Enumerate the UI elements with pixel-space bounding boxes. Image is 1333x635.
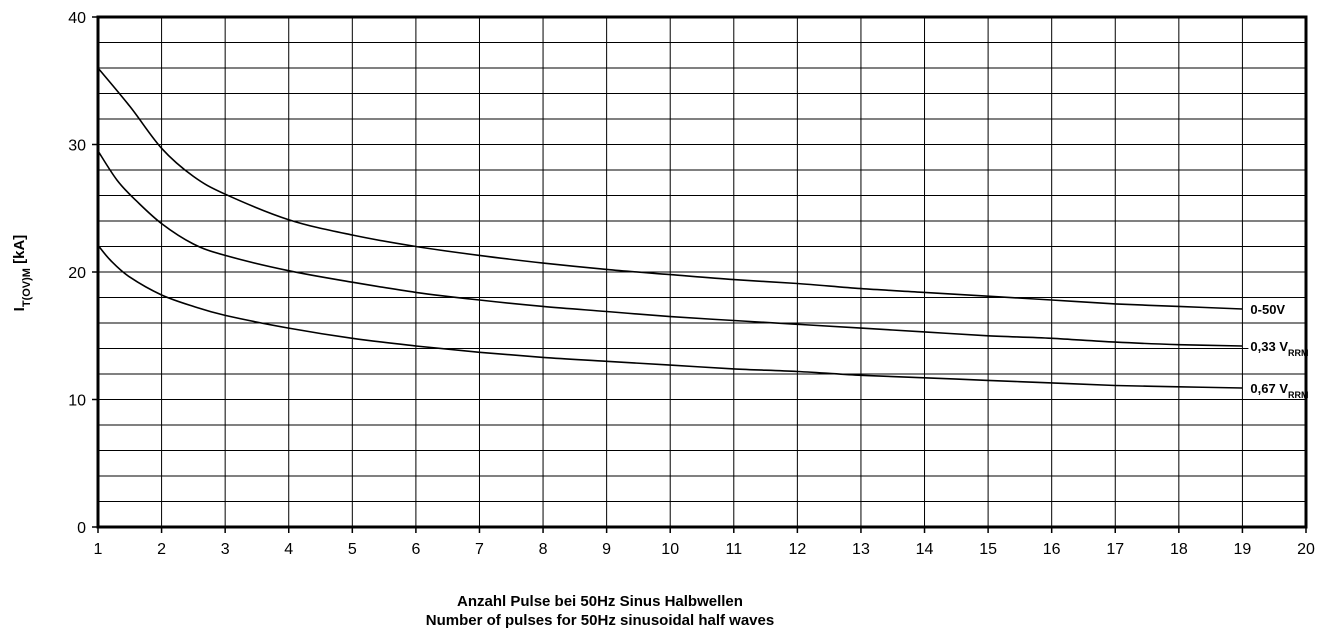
curve-series-2 <box>97 150 1243 347</box>
x-tick-label: 2 <box>157 541 166 558</box>
curve-label-main: 0-50V <box>1250 302 1285 317</box>
curve-label-background <box>1248 377 1333 398</box>
grid <box>98 17 1306 527</box>
x-tick-label: 16 <box>1043 541 1061 558</box>
y-axis-label-sub: T(OV)M <box>21 268 33 307</box>
x-tick-label: 8 <box>539 541 548 558</box>
y-tick-label: 20 <box>68 265 86 282</box>
x-tick-label: 20 <box>1297 541 1315 558</box>
x-tick-label: 4 <box>284 541 293 558</box>
x-tick-label: 7 <box>475 541 484 558</box>
x-tick-label: 5 <box>348 541 357 558</box>
x-tick-labels: 1 2 3 4 5 6 7 8 9 10 11 12 13 14 15 16 17 18 19 20 <box>94 527 1315 558</box>
curve-label-main: 0,67 V <box>1250 381 1288 396</box>
x-tick-label: 13 <box>852 541 870 558</box>
y-axis-label-unit: [kA] <box>11 235 28 268</box>
curve-label-background <box>1248 297 1307 318</box>
curve-series-3 <box>97 244 1243 389</box>
x-axis-label-line-1: Anzahl Pulse bei 50Hz Sinus Halbwellen <box>457 593 743 610</box>
y-tick-label: 0 <box>77 520 86 537</box>
y-tick-label: 10 <box>68 393 86 410</box>
curve-label-background <box>1248 334 1333 355</box>
curve-label-2: 0,33 VRRM <box>1250 339 1308 358</box>
x-tick-label: 15 <box>979 541 997 558</box>
x-tick-label: 10 <box>661 541 679 558</box>
y-axis-label: IT(OV)M [kA] <box>11 235 33 312</box>
curve-series-1 <box>97 67 1243 310</box>
y-tick-labels: 0 10 20 30 40 <box>68 10 98 537</box>
curve-label-sub: RRM <box>1288 390 1309 400</box>
x-tick-label: 18 <box>1170 541 1188 558</box>
x-tick-label: 3 <box>221 541 230 558</box>
x-tick-label: 19 <box>1234 541 1252 558</box>
x-tick-label: 17 <box>1106 541 1124 558</box>
y-tick-label: 30 <box>68 138 86 155</box>
curves <box>97 67 1243 389</box>
x-axis-label-line-2: Number of pulses for 50Hz sinusoidal hal… <box>426 612 774 629</box>
x-tick-label: 6 <box>411 541 420 558</box>
x-tick-label: 12 <box>788 541 806 558</box>
curve-label-main: 0,33 V <box>1250 339 1288 354</box>
y-tick-label: 40 <box>68 10 86 27</box>
curve-label-3: 0,67 VRRM <box>1250 381 1308 400</box>
x-tick-label: 14 <box>916 541 934 558</box>
curve-label-1: 0-50V <box>1250 302 1285 317</box>
x-tick-label: 9 <box>602 541 611 558</box>
x-tick-label: 1 <box>94 541 103 558</box>
curve-label-sub: RRM <box>1288 348 1309 358</box>
x-tick-label: 11 <box>725 541 742 558</box>
y-axis-label-main: I <box>11 307 28 311</box>
